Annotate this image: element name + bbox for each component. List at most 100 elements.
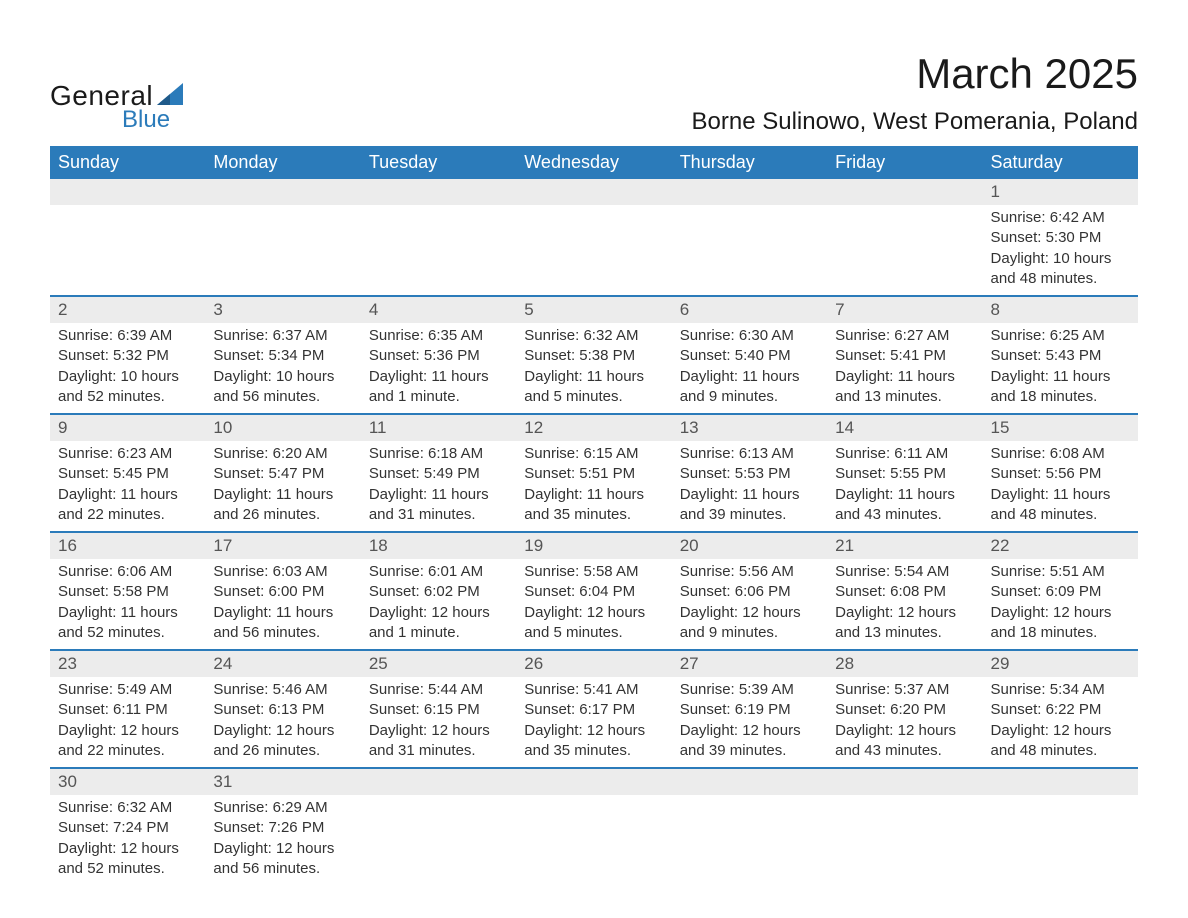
month-title: March 2025 [692,50,1138,98]
day-number-cell: 2 [50,296,205,323]
day-daylight1: Daylight: 12 hours [369,603,508,623]
day-number-cell [361,768,516,795]
day-sunset: Sunset: 5:30 PM [991,228,1130,248]
day-number-cell: 22 [983,532,1138,559]
day-sunset: Sunset: 6:08 PM [835,582,974,602]
day-sunrise: Sunrise: 5:49 AM [58,680,197,700]
day-detail-cell: Sunrise: 6:32 AMSunset: 5:38 PMDaylight:… [516,323,671,414]
day-detail-cell: Sunrise: 6:42 AMSunset: 5:30 PMDaylight:… [983,205,1138,296]
day-detail-row: Sunrise: 5:49 AMSunset: 6:11 PMDaylight:… [50,677,1138,768]
calendar-header: Sunday Monday Tuesday Wednesday Thursday… [50,146,1138,179]
day-sunset: Sunset: 6:02 PM [369,582,508,602]
day-daylight1: Daylight: 12 hours [991,721,1130,741]
day-number-cell [516,768,671,795]
day-sunset: Sunset: 6:15 PM [369,700,508,720]
day-daylight2: and 43 minutes. [835,741,974,761]
day-sunset: Sunset: 7:26 PM [213,818,352,838]
dow-header: Thursday [672,146,827,179]
day-daylight1: Daylight: 11 hours [991,367,1130,387]
day-sunset: Sunset: 5:55 PM [835,464,974,484]
dow-header: Monday [205,146,360,179]
day-sunrise: Sunrise: 5:51 AM [991,562,1130,582]
day-sunset: Sunset: 6:09 PM [991,582,1130,602]
day-number-row: 9101112131415 [50,414,1138,441]
day-daylight2: and 1 minute. [369,623,508,643]
day-daylight2: and 18 minutes. [991,623,1130,643]
day-detail-cell: Sunrise: 6:08 AMSunset: 5:56 PMDaylight:… [983,441,1138,532]
day-daylight2: and 1 minute. [369,387,508,407]
day-sunrise: Sunrise: 6:11 AM [835,444,974,464]
day-detail-cell: Sunrise: 6:27 AMSunset: 5:41 PMDaylight:… [827,323,982,414]
day-sunset: Sunset: 6:20 PM [835,700,974,720]
day-sunrise: Sunrise: 5:34 AM [991,680,1130,700]
day-number-cell: 8 [983,296,1138,323]
day-detail-cell: Sunrise: 5:39 AMSunset: 6:19 PMDaylight:… [672,677,827,768]
day-daylight2: and 56 minutes. [213,859,352,879]
day-detail-row: Sunrise: 6:39 AMSunset: 5:32 PMDaylight:… [50,323,1138,414]
calendar-table: Sunday Monday Tuesday Wednesday Thursday… [50,146,1138,885]
day-sunset: Sunset: 5:51 PM [524,464,663,484]
page-header: General Blue March 2025 Borne Sulinowo, … [50,50,1138,136]
day-daylight2: and 39 minutes. [680,741,819,761]
dow-header: Tuesday [361,146,516,179]
day-detail-cell: Sunrise: 6:03 AMSunset: 6:00 PMDaylight:… [205,559,360,650]
day-sunset: Sunset: 5:34 PM [213,346,352,366]
day-daylight2: and 48 minutes. [991,741,1130,761]
day-sunrise: Sunrise: 5:58 AM [524,562,663,582]
day-detail-cell: Sunrise: 5:49 AMSunset: 6:11 PMDaylight:… [50,677,205,768]
dow-header: Wednesday [516,146,671,179]
day-daylight1: Daylight: 12 hours [835,603,974,623]
day-detail-cell: Sunrise: 6:11 AMSunset: 5:55 PMDaylight:… [827,441,982,532]
day-daylight2: and 31 minutes. [369,741,508,761]
day-daylight2: and 48 minutes. [991,505,1130,525]
day-number-cell: 15 [983,414,1138,441]
day-sunrise: Sunrise: 6:35 AM [369,326,508,346]
day-daylight1: Daylight: 12 hours [213,721,352,741]
day-number-cell: 9 [50,414,205,441]
dow-header: Sunday [50,146,205,179]
day-sunrise: Sunrise: 6:08 AM [991,444,1130,464]
day-number-row: 2345678 [50,296,1138,323]
day-detail-cell: Sunrise: 5:56 AMSunset: 6:06 PMDaylight:… [672,559,827,650]
day-detail-cell: Sunrise: 6:39 AMSunset: 5:32 PMDaylight:… [50,323,205,414]
day-daylight1: Daylight: 11 hours [369,485,508,505]
day-detail-cell [361,795,516,885]
location: Borne Sulinowo, West Pomerania, Poland [692,108,1138,136]
day-number-cell: 7 [827,296,982,323]
day-detail-cell: Sunrise: 6:29 AMSunset: 7:26 PMDaylight:… [205,795,360,885]
day-sunset: Sunset: 6:22 PM [991,700,1130,720]
day-sunset: Sunset: 5:40 PM [680,346,819,366]
day-daylight1: Daylight: 11 hours [991,485,1130,505]
day-detail-cell [672,795,827,885]
day-daylight1: Daylight: 11 hours [58,603,197,623]
day-daylight1: Daylight: 12 hours [213,839,352,859]
day-sunset: Sunset: 6:04 PM [524,582,663,602]
day-daylight2: and 9 minutes. [680,623,819,643]
day-detail-cell: Sunrise: 5:44 AMSunset: 6:15 PMDaylight:… [361,677,516,768]
day-daylight1: Daylight: 11 hours [680,485,819,505]
day-daylight1: Daylight: 11 hours [58,485,197,505]
day-sunset: Sunset: 5:53 PM [680,464,819,484]
day-detail-cell: Sunrise: 5:54 AMSunset: 6:08 PMDaylight:… [827,559,982,650]
logo-text-blue: Blue [122,106,183,134]
day-detail-cell: Sunrise: 6:23 AMSunset: 5:45 PMDaylight:… [50,441,205,532]
title-block: March 2025 Borne Sulinowo, West Pomerani… [692,50,1138,136]
day-number-cell: 11 [361,414,516,441]
day-detail-cell: Sunrise: 6:06 AMSunset: 5:58 PMDaylight:… [50,559,205,650]
day-detail-cell: Sunrise: 6:18 AMSunset: 5:49 PMDaylight:… [361,441,516,532]
day-detail-cell: Sunrise: 5:46 AMSunset: 6:13 PMDaylight:… [205,677,360,768]
day-sunrise: Sunrise: 5:54 AM [835,562,974,582]
day-number-cell [361,179,516,205]
day-daylight2: and 26 minutes. [213,505,352,525]
day-detail-cell [827,205,982,296]
day-sunrise: Sunrise: 6:39 AM [58,326,197,346]
day-sunset: Sunset: 5:56 PM [991,464,1130,484]
day-sunrise: Sunrise: 6:13 AM [680,444,819,464]
day-number-cell [983,768,1138,795]
day-detail-cell [983,795,1138,885]
day-number-cell: 27 [672,650,827,677]
day-detail-cell [516,205,671,296]
day-daylight1: Daylight: 12 hours [58,839,197,859]
day-detail-cell [50,205,205,296]
day-number-cell [50,179,205,205]
